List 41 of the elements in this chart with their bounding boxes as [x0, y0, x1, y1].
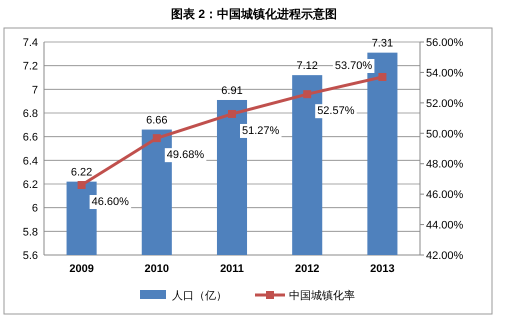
data-label: 7.31	[372, 38, 394, 50]
x-tick-label: 2012	[294, 263, 320, 275]
y-tick-label: 5.8	[22, 226, 38, 238]
legend-label: 中国城镇化率	[289, 289, 355, 302]
point	[228, 110, 236, 118]
data-label: 51.27%	[242, 124, 280, 137]
point	[152, 134, 161, 142]
data-label: 7.12	[296, 60, 318, 72]
data-label: 6.66	[146, 114, 168, 127]
y-tick-label: 6	[32, 202, 38, 215]
y-tick-label: 6.6	[22, 132, 38, 144]
y-tick-label: 7.2	[22, 60, 38, 73]
y2-tick-label: 46.00%	[426, 189, 464, 202]
point	[78, 181, 86, 190]
data-label: 53.70%	[334, 60, 372, 72]
y-tick-label: 5.6	[22, 250, 38, 262]
x-tick-label: 2010	[144, 263, 170, 275]
data-label: 49.68%	[166, 149, 204, 162]
y2-tick-label: 56.00%	[426, 37, 464, 49]
y-tick-label: 7	[32, 84, 38, 96]
chart-title: 图表 2：中国城镇化进程示意图	[170, 7, 338, 21]
data-label: 6.91	[221, 84, 243, 97]
y2-tick-label: 54.00%	[426, 67, 464, 80]
y2-tick-label: 50.00%	[426, 128, 464, 140]
y2-tick-label: 42.00%	[426, 250, 464, 262]
data-label: 46.60%	[92, 196, 130, 208]
x-tick-label: 2009	[69, 263, 94, 275]
data-label: 52.57%	[317, 105, 355, 118]
x-tick-label: 2013	[370, 263, 395, 275]
y2-tick-label: 48.00%	[426, 158, 464, 171]
point	[378, 72, 386, 81]
point	[303, 90, 312, 98]
y2-tick-label: 44.00%	[426, 220, 464, 232]
legend-label: 人口（亿）	[172, 290, 227, 302]
y-tick-label: 6.8	[22, 108, 38, 120]
data-label: 6.22	[70, 166, 92, 179]
y2-tick-label: 52.00%	[426, 98, 464, 110]
y-tick-label: 7.4	[22, 37, 38, 49]
x-tick-label: 2011	[220, 263, 244, 275]
y-tick-label: 6.2	[22, 179, 38, 191]
y-tick-label: 6.4	[22, 155, 38, 168]
